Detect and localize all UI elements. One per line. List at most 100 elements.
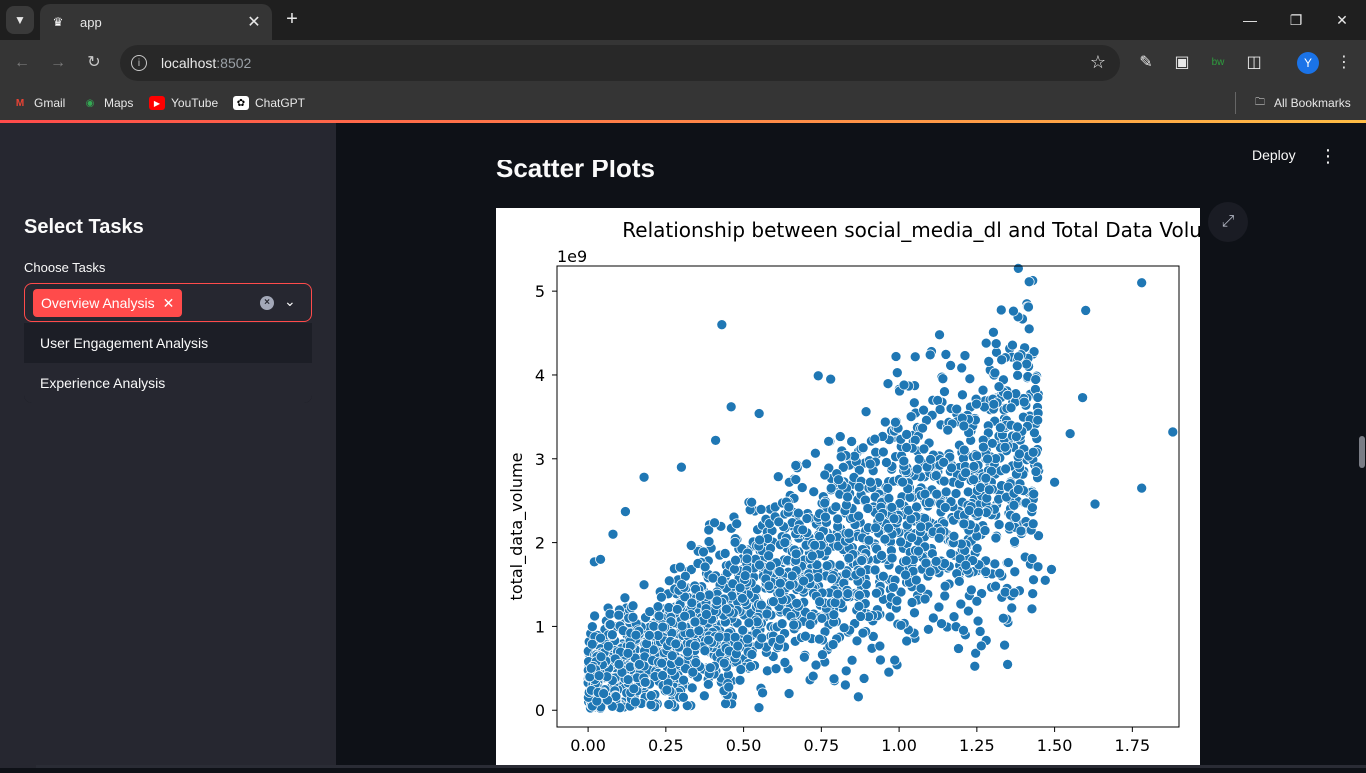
- all-bookmarks[interactable]: 🗀 All Bookmarks: [1252, 93, 1351, 113]
- scatter-point: [846, 436, 857, 447]
- scatter-point: [971, 398, 982, 410]
- scatter-point: [828, 673, 840, 685]
- scatter-point: [1077, 392, 1088, 403]
- eyedropper-extension-icon[interactable]: ✎: [1139, 54, 1153, 71]
- scatter-point: [1030, 466, 1042, 477]
- sidebar-title: Select Tasks: [24, 216, 144, 238]
- restore-icon[interactable]: ❐: [1289, 12, 1303, 28]
- scatter-point: [933, 601, 945, 613]
- scatter-point: [730, 554, 741, 566]
- page-scrollbar[interactable]: [1359, 436, 1365, 468]
- chevron-down-icon[interactable]: ⌄: [284, 293, 296, 309]
- scatter-point: [999, 639, 1010, 651]
- scatter-point: [1028, 488, 1040, 500]
- scatter-point: [1009, 536, 1020, 547]
- forward-arrow-icon[interactable]: →: [50, 54, 66, 71]
- scatter-point: [876, 550, 887, 561]
- scatter-point: [783, 501, 795, 513]
- scatter-point: [797, 524, 809, 536]
- scatter-point: [854, 589, 865, 601]
- deploy-button[interactable]: Deploy: [1252, 147, 1296, 163]
- scatter-point: [682, 646, 693, 658]
- scatter-point: [835, 451, 847, 463]
- scatter-point: [968, 474, 979, 486]
- back-arrow-icon[interactable]: ←: [14, 54, 30, 71]
- main-menu-icon[interactable]: ⋮: [1319, 146, 1337, 166]
- scatter-point: [595, 554, 606, 565]
- scatter-point: [709, 517, 720, 529]
- tasks-multiselect[interactable]: Overview Analysis ✕ × ⌄: [24, 283, 312, 322]
- scatter-point: [919, 593, 931, 605]
- scatter-point: [1002, 659, 1013, 670]
- scatter-point: [790, 474, 802, 485]
- scatter-point: [761, 608, 773, 620]
- scatter-point: [996, 354, 1008, 366]
- address-bar[interactable]: i localhost :8502 ☆: [120, 45, 1120, 81]
- reload-icon[interactable]: ↻: [87, 54, 101, 71]
- bookmark-gmail[interactable]: M Gmail: [12, 93, 66, 113]
- scatter-point: [1089, 498, 1101, 510]
- scatter-point: [756, 632, 768, 644]
- picture-in-picture-icon[interactable]: ▣: [1174, 54, 1190, 71]
- scatter-point: [874, 511, 886, 523]
- scatter-point: [589, 610, 600, 622]
- scatter-point: [960, 467, 972, 479]
- profile-avatar[interactable]: Y: [1297, 52, 1319, 74]
- scatter-point: [703, 679, 714, 690]
- scatter-point: [933, 532, 945, 544]
- bookmark-star-icon[interactable]: ☆: [1089, 52, 1106, 72]
- browser-menu-icon[interactable]: ⋮: [1336, 54, 1352, 71]
- clear-all-icon[interactable]: ×: [260, 296, 274, 310]
- bottom-edge: [36, 765, 1366, 768]
- scatter-point: [851, 635, 863, 647]
- minimize-icon[interactable]: —: [1243, 12, 1257, 28]
- chip-remove-icon[interactable]: ✕: [162, 294, 175, 311]
- bookmark-label: ChatGPT: [255, 96, 306, 110]
- plot-frame: [556, 265, 1180, 728]
- scatter-point: [840, 679, 851, 691]
- scatter-point: [765, 560, 776, 572]
- scatter-point: [586, 638, 598, 650]
- scatter-point: [746, 496, 758, 508]
- scatter-point: [703, 524, 715, 536]
- scatter-point: [699, 645, 711, 657]
- scatter-point: [958, 518, 970, 530]
- scatter-point: [879, 416, 891, 428]
- tab-close-icon[interactable]: ✕: [247, 14, 261, 31]
- scatter-point: [853, 510, 864, 522]
- scatter-point: [729, 563, 740, 575]
- extensions-puzzle-icon[interactable]: ◫: [1246, 54, 1262, 71]
- scatter-point: [1009, 566, 1021, 578]
- window-close-icon[interactable]: ✕: [1336, 12, 1348, 28]
- scatter-point: [1012, 263, 1024, 274]
- scatter-point: [939, 580, 951, 592]
- scatter-point: [938, 457, 949, 468]
- section-heading: Scatter Plots: [496, 160, 696, 190]
- scatter-point: [689, 616, 701, 628]
- scatter-point: [986, 438, 998, 449]
- fullscreen-icon[interactable]: ⤢: [1208, 202, 1248, 242]
- scatter-point: [716, 319, 728, 331]
- bookmark-youtube[interactable]: ▶ YouTube: [149, 93, 218, 113]
- option-experience-analysis[interactable]: Experience Analysis: [24, 363, 312, 403]
- scatter-point: [838, 622, 850, 634]
- section-heading-text: Scatter Plots: [496, 160, 655, 183]
- scatter-point: [1012, 421, 1023, 433]
- scatter-point: [602, 640, 614, 652]
- tab-search-chevron-icon[interactable]: ▼: [6, 6, 34, 34]
- new-tab-plus-icon[interactable]: +: [286, 8, 298, 30]
- bookmark-maps[interactable]: ◉ Maps: [82, 93, 134, 113]
- scatter-point: [1028, 346, 1040, 358]
- scatter-point: [812, 370, 824, 382]
- scatter-point: [898, 455, 910, 467]
- bookmark-label: Maps: [104, 96, 134, 110]
- bookmark-chatgpt[interactable]: ✿ ChatGPT: [233, 93, 305, 113]
- scatter-point: [678, 691, 689, 703]
- browser-tab[interactable]: ♛ app ✕: [40, 4, 272, 40]
- site-info-icon[interactable]: i: [131, 55, 147, 71]
- scatter-point: [1027, 446, 1039, 458]
- option-user-engagement[interactable]: User Engagement Analysis: [24, 323, 312, 363]
- extension-green-icon[interactable]: bw: [1211, 57, 1225, 68]
- scatter-point: [685, 540, 697, 551]
- scatter-point: [840, 568, 852, 580]
